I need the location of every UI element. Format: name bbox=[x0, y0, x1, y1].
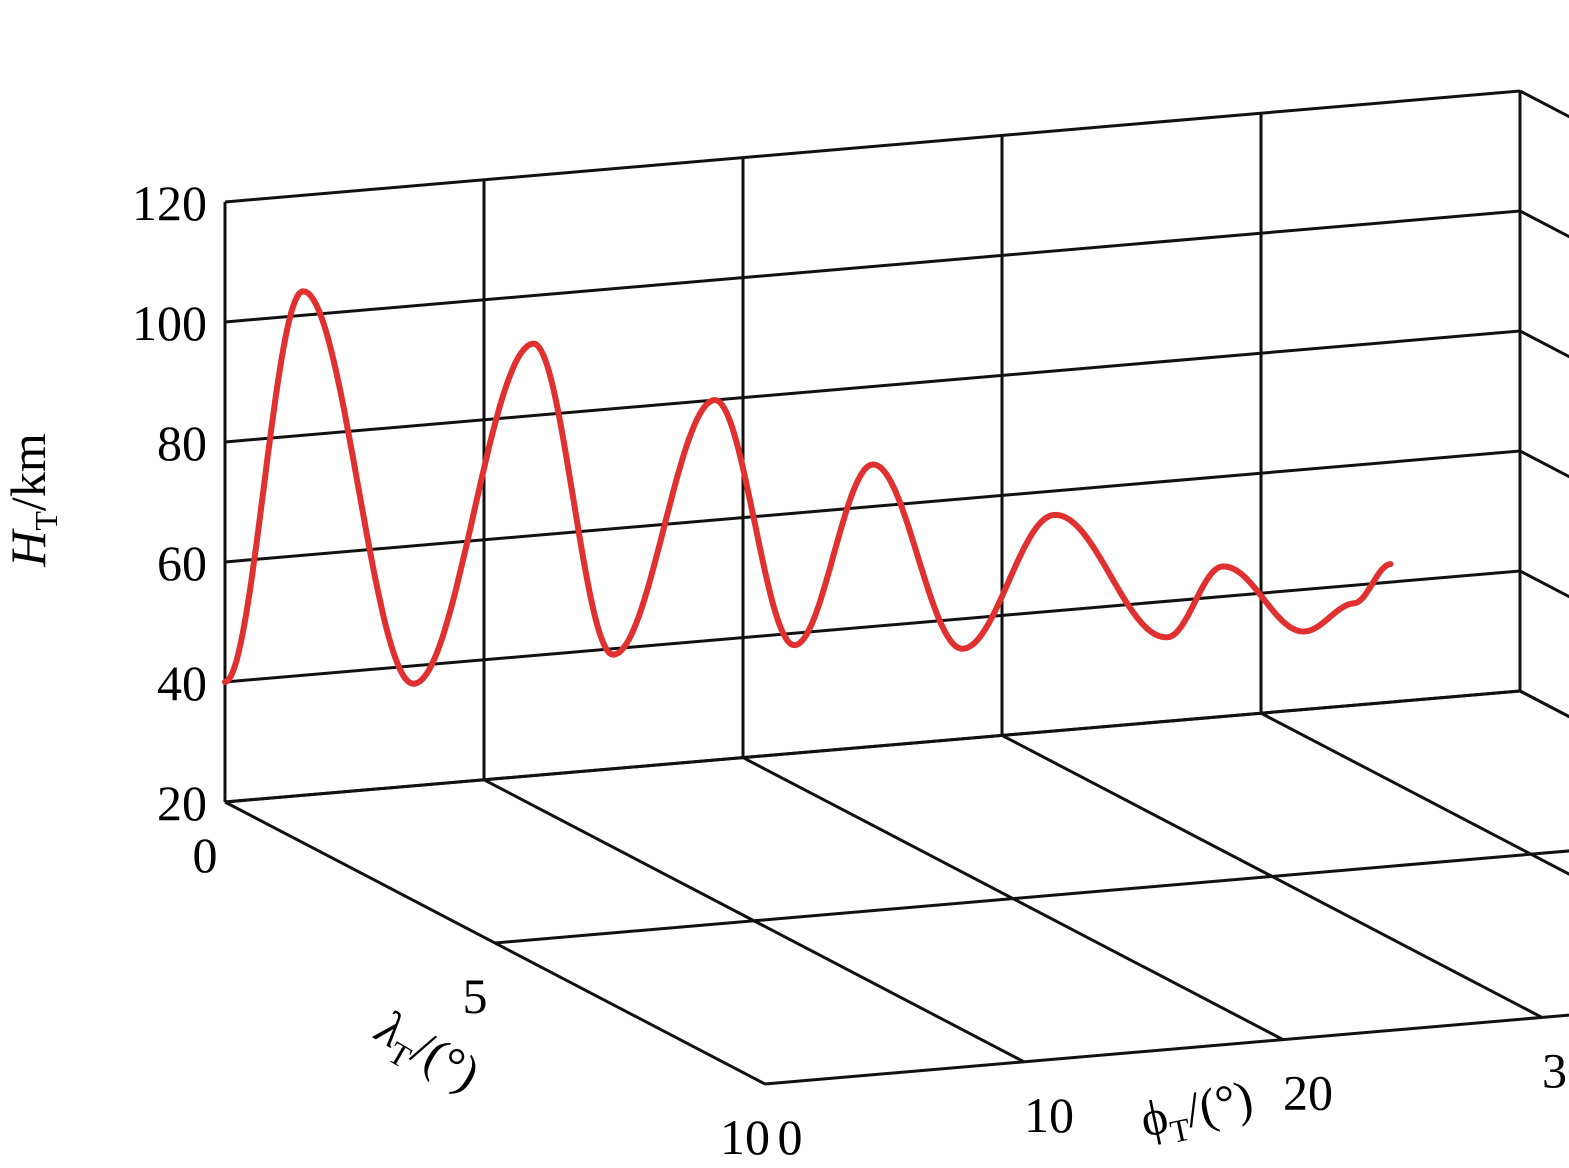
z-tick-label: 100 bbox=[132, 295, 207, 351]
back-wall-gridline-z bbox=[224, 329, 1521, 444]
y-tick-label: 5 bbox=[463, 968, 488, 1024]
z-axis-label: HT/km bbox=[0, 433, 64, 568]
y-tick-label: 10 bbox=[720, 1109, 770, 1165]
floor-gridline-y bbox=[494, 849, 1569, 945]
z-tick-label: 60 bbox=[157, 535, 207, 591]
back-wall-gridline-z bbox=[224, 449, 1521, 564]
z-tick-label: 80 bbox=[157, 415, 207, 471]
tick-layer: 20406080100120051001020304050 bbox=[132, 175, 1569, 1165]
z-tick-label: 120 bbox=[132, 175, 207, 231]
z-tick-label: 40 bbox=[157, 655, 207, 711]
x-tick-label: 30 bbox=[1542, 1042, 1569, 1098]
x-tick-label: 10 bbox=[1024, 1087, 1074, 1143]
back-wall-gridline-z bbox=[224, 89, 1521, 204]
back-wall-gridline-z bbox=[224, 689, 1521, 804]
y-tick-label: 0 bbox=[193, 827, 218, 883]
x-axis-label: ϕT/(°) bbox=[1135, 1069, 1259, 1155]
x-tick-label: 0 bbox=[778, 1109, 803, 1165]
floor-gridline-y bbox=[764, 1013, 1569, 1086]
back-wall-gridline-z bbox=[224, 569, 1521, 684]
floor-gridline-x bbox=[1519, 689, 1569, 719]
x-tick-label: 20 bbox=[1283, 1065, 1333, 1121]
series-line bbox=[222, 288, 1394, 687]
grid-layer bbox=[223, 89, 1569, 1086]
z-tick-label: 20 bbox=[157, 775, 207, 831]
side-wall-gridline-z bbox=[1519, 689, 1569, 719]
back-wall-gridline-z bbox=[224, 209, 1521, 324]
series-layer bbox=[222, 288, 1394, 687]
